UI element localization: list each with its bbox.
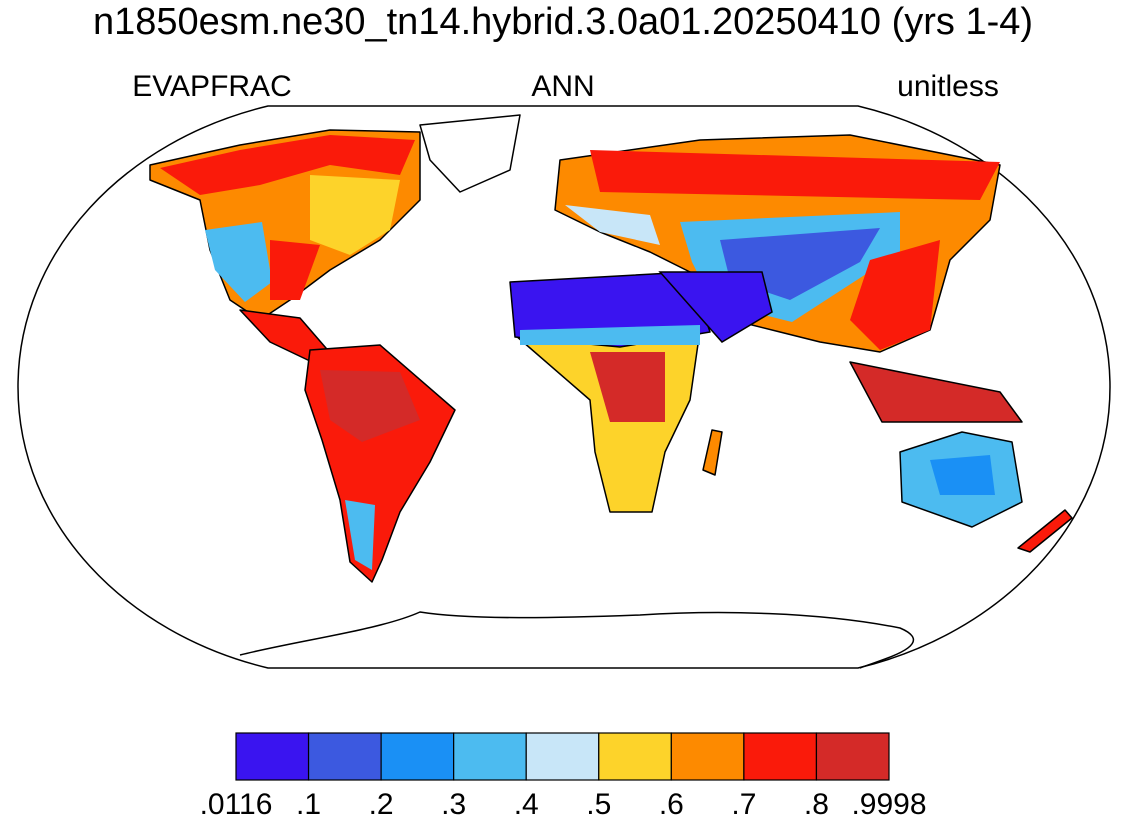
center-label: ANN xyxy=(531,70,594,103)
colorbar-label: .2 xyxy=(369,788,394,821)
greenland xyxy=(419,114,521,193)
colorbar-label: .3 xyxy=(441,788,466,821)
colorbar-box xyxy=(743,732,818,781)
colorbar-label: .6 xyxy=(659,788,684,821)
colorbar-box xyxy=(815,732,890,781)
colorbar-box xyxy=(380,732,455,781)
north-america-west xyxy=(205,222,272,302)
europe-south xyxy=(565,205,660,245)
colorbar-label: .4 xyxy=(514,788,539,821)
south-america-south xyxy=(345,500,375,570)
colorbar-label: .1 xyxy=(296,788,321,821)
africa-center xyxy=(590,352,665,422)
colorbar-box xyxy=(235,732,310,781)
map xyxy=(17,105,1111,669)
colorbar-box xyxy=(307,732,382,781)
colorbar-label: .5 xyxy=(586,788,611,821)
antarctica xyxy=(239,611,915,669)
new-zealand xyxy=(1017,509,1073,553)
colorbar-box xyxy=(670,732,745,781)
arabia xyxy=(658,271,773,343)
colorbar-box xyxy=(598,732,672,781)
right-label: unitless xyxy=(897,70,999,103)
colorbar-label: .7 xyxy=(731,788,756,821)
africa-sahel xyxy=(520,325,700,345)
colorbar-box xyxy=(525,732,600,781)
madagascar xyxy=(702,429,723,476)
colorbar-label: .9998 xyxy=(851,788,926,821)
south-america-center xyxy=(320,370,420,442)
north-america-east xyxy=(270,240,320,300)
colorbar: .0116 .1 .2 .3 .4 .5 .6 .7 .8 .9998 xyxy=(200,732,927,821)
eurasia-north xyxy=(590,150,1000,200)
colorbar-box xyxy=(453,732,527,781)
colorbar-label: .0116 xyxy=(200,788,273,821)
australia-interior xyxy=(930,455,995,495)
maritime-southeast-asia xyxy=(849,361,1023,423)
left-label: EVAPFRAC xyxy=(132,70,291,103)
title: n1850esm.ne30_tn14.hybrid.3.0a01.2025041… xyxy=(93,1,1033,43)
north-america-north xyxy=(160,135,415,195)
east-asia xyxy=(850,240,940,350)
colorbar-label: .8 xyxy=(804,788,829,821)
north-america-center xyxy=(310,175,400,255)
